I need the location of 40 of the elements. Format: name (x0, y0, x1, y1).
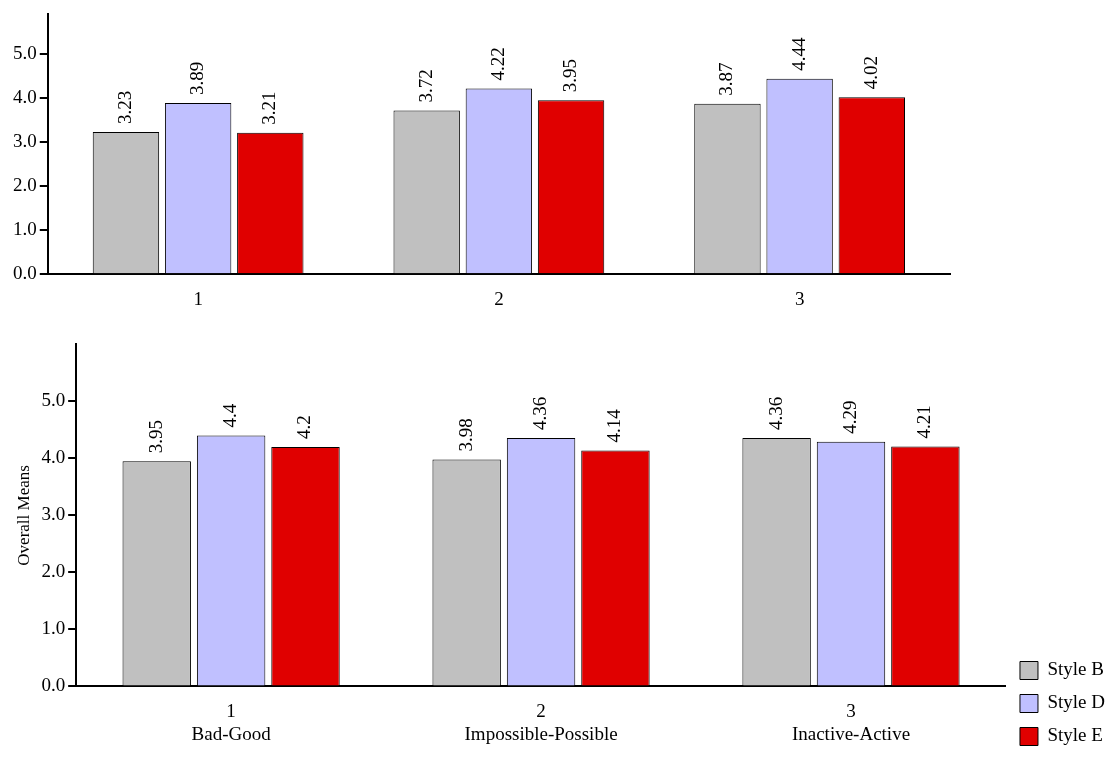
data-label: 3.23 (113, 90, 135, 124)
y-tick-label: 1.0 (41, 617, 66, 639)
data-label: 3.95 (559, 59, 581, 93)
data-label: 3.87 (715, 62, 737, 96)
data-label: 3.72 (414, 69, 436, 103)
y-tick-label: 0.0 (13, 262, 37, 284)
data-label: 4.02 (859, 55, 881, 90)
y-tick-label: 0.0 (41, 674, 66, 696)
data-label: 4.2 (293, 415, 315, 439)
data-label: 4.29 (838, 400, 860, 434)
legend-label: Style E (1047, 724, 1103, 746)
legend-label: Style B (1047, 658, 1104, 680)
data-label: 4.4 (219, 403, 241, 428)
data-label: 3.89 (186, 61, 208, 95)
x-tick-label: 2 (494, 287, 504, 309)
x-tick-label: 1 Bad-Good (191, 699, 272, 744)
legend-label: Style D (1047, 691, 1105, 713)
y-tick-label: 5.0 (13, 42, 37, 64)
data-label: 4.14 (603, 408, 625, 443)
data-label: 4.36 (764, 396, 786, 430)
y-tick-label: 2.0 (13, 174, 37, 196)
data-label: 3.98 (454, 418, 476, 452)
x-tick-label: 1 (193, 287, 203, 309)
y-tick-label: 4.0 (13, 86, 37, 108)
y-tick-label: 5.0 (41, 389, 66, 411)
y-tick-label: 2.0 (41, 560, 66, 582)
data-label: 3.21 (258, 91, 280, 125)
x-tick-label: 3 (794, 287, 805, 309)
y-tick-label: 3.0 (41, 503, 66, 525)
x-tick-label: 3 Inactive-Active (791, 699, 911, 744)
data-label: 3.95 (144, 420, 166, 454)
y-axis-title: Overall Means (13, 465, 33, 566)
y-tick-label: 1.0 (13, 218, 37, 240)
x-tick-label: 2 Impossible-Possible (464, 699, 618, 744)
data-label: 4.22 (486, 47, 508, 81)
data-label: 4.44 (787, 36, 809, 71)
data-label: 4.36 (529, 396, 551, 430)
data-label: 4.21 (913, 405, 935, 439)
y-tick-label: 3.0 (13, 130, 37, 152)
y-tick-label: 4.0 (41, 446, 66, 468)
